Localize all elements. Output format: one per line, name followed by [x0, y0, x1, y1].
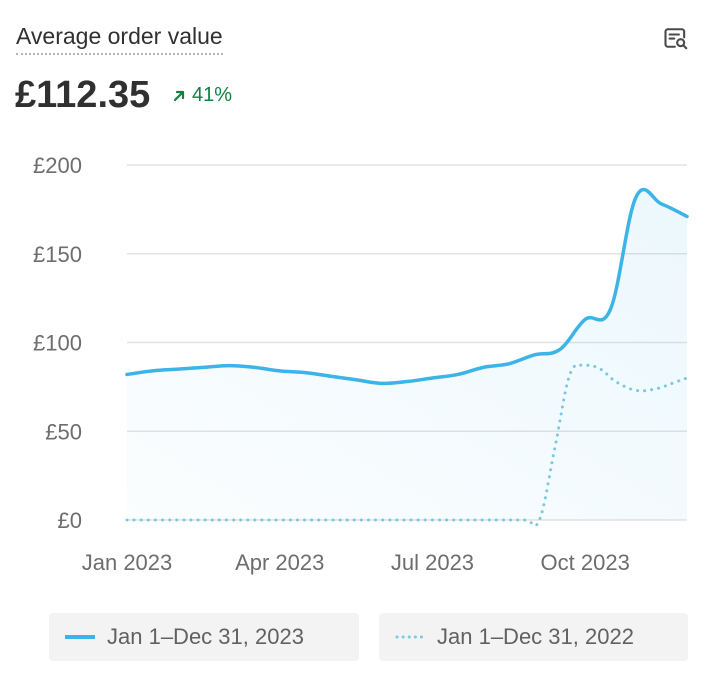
y-tick-label: £150 [33, 242, 82, 267]
solid-line-swatch [65, 635, 95, 639]
line-chart: £0 £50 £100 £150 £200 Jan 2023 Apr 2023 Jul 202… [33, 153, 689, 575]
change-indicator: 41% [172, 84, 232, 107]
x-tick-label: Apr 2023 [235, 550, 324, 575]
explore-data-button[interactable] [658, 20, 694, 56]
legend-item-current[interactable]: Jan 1–Dec 31, 2023 [49, 613, 359, 661]
x-tick-label: Jan 2023 [82, 550, 173, 575]
dotted-line-swatch [395, 635, 425, 639]
legend-label-previous: Jan 1–Dec 31, 2022 [437, 624, 634, 649]
y-tick-label: £50 [45, 419, 82, 444]
y-tick-label: £200 [33, 153, 82, 178]
series-area-current [127, 189, 687, 520]
change-percent: 41% [192, 84, 233, 106]
legend-item-previous[interactable]: Jan 1–Dec 31, 2022 [379, 613, 688, 661]
y-tick-label: £0 [58, 508, 82, 533]
chart-search-icon [664, 28, 688, 50]
x-tick-label: Jul 2023 [391, 550, 474, 575]
legend-label-current: Jan 1–Dec 31, 2023 [107, 624, 304, 649]
metric-value: £112.35 [15, 74, 151, 116]
y-tick-label: £100 [33, 331, 82, 356]
x-tick-label: Oct 2023 [541, 550, 630, 575]
arrow-up-right-icon [173, 90, 185, 101]
series-line-current [125, 187, 689, 386]
card-title[interactable]: Average order value [16, 22, 223, 55]
